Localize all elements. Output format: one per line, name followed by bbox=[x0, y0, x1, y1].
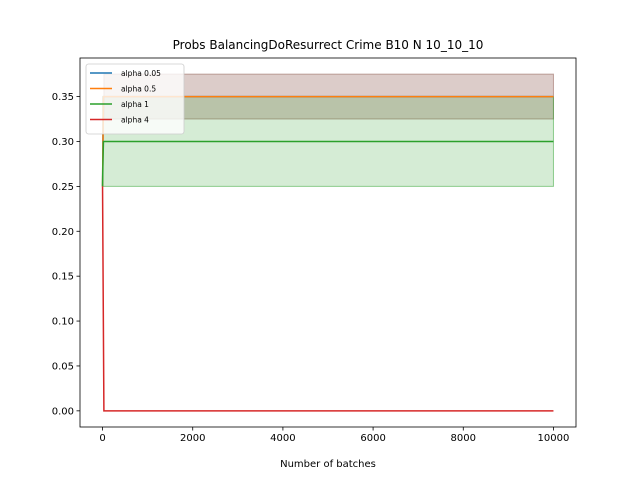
y-tick-label: 0.25 bbox=[52, 182, 74, 193]
y-tick-label: 0.35 bbox=[52, 92, 74, 103]
y-tick-label: 0.05 bbox=[52, 361, 74, 372]
legend-box bbox=[85, 63, 185, 135]
legend-label: alpha 1 bbox=[121, 100, 149, 109]
legend-label: alpha 4 bbox=[121, 116, 149, 125]
legend-label: alpha 0.05 bbox=[121, 69, 161, 78]
x-axis-ticks: 0 2000 4000 6000 8000 10000 bbox=[99, 427, 569, 444]
x-tick-label: 4000 bbox=[270, 433, 295, 444]
plot-frame bbox=[79, 57, 577, 428]
x-tick-label: 0 bbox=[99, 433, 105, 444]
line-series-3 bbox=[101, 186, 554, 412]
y-tick-label: 0.20 bbox=[52, 227, 74, 238]
x-axis-label: Number of batches bbox=[280, 459, 376, 470]
y-tick-label: 0.00 bbox=[52, 406, 74, 417]
legend: alpha 0.05 alpha 0.5 alpha 1 alpha 4 bbox=[85, 63, 185, 135]
y-axis-ticks: 0.00 0.05 0.10 0.15 0.20 0.25 0.30 0.35 bbox=[52, 92, 80, 417]
chart-title: Probs BalancingDoResurrect Crime B10 N 1… bbox=[173, 38, 484, 52]
y-tick-label: 0.30 bbox=[52, 137, 74, 148]
x-tick-label: 2000 bbox=[180, 433, 205, 444]
x-tick-label: 10000 bbox=[538, 433, 570, 444]
y-tick-label: 0.15 bbox=[52, 272, 74, 283]
x-tick-label: 8000 bbox=[451, 433, 476, 444]
x-tick-label: 6000 bbox=[360, 433, 385, 444]
line-series-2 bbox=[101, 140, 554, 187]
y-tick-label: 0.10 bbox=[52, 317, 74, 328]
legend-label: alpha 0.5 bbox=[121, 85, 156, 94]
